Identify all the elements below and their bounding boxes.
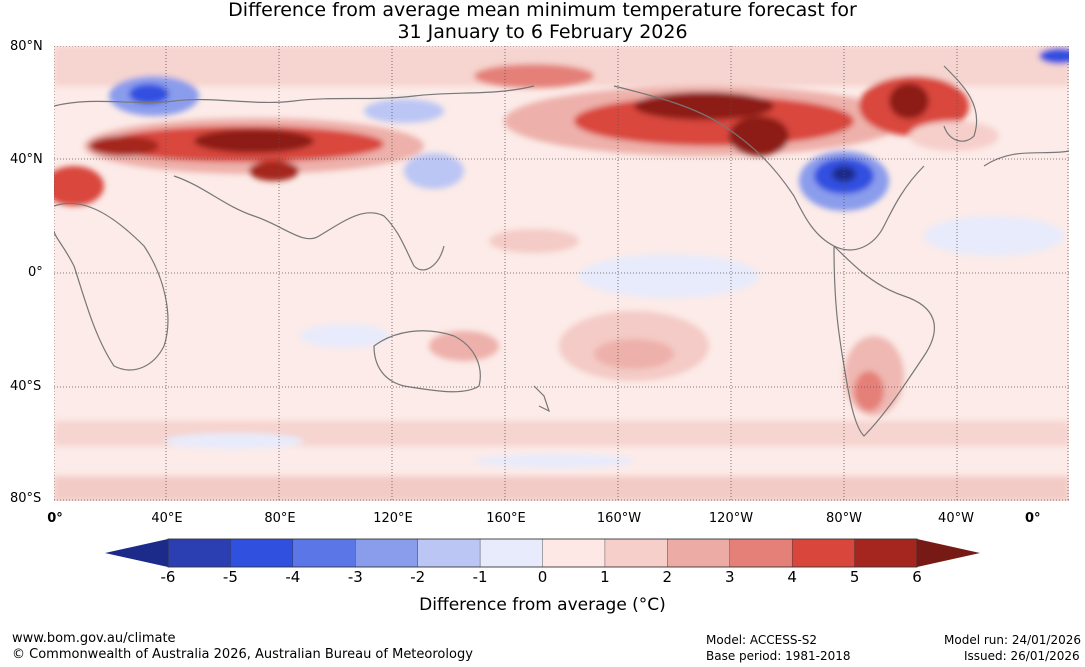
colorbar-cell — [479, 538, 543, 568]
anomaly-cool-core — [1039, 48, 1069, 64]
anomaly-cool-patch — [164, 433, 304, 449]
lon-label-0-west: 0° — [47, 511, 63, 526]
south-america-coast — [833, 245, 935, 437]
anomaly-warm-core — [889, 83, 929, 119]
colorbar-cell — [604, 538, 668, 568]
lon-label-40e: 40°E — [151, 511, 183, 526]
anomaly-warm-patch — [854, 371, 884, 411]
colorbar-cell — [167, 538, 231, 568]
colorbar-tick-label: 3 — [725, 568, 735, 586]
anomaly-band-far-south — [54, 476, 1069, 501]
colorbar-arrow-low — [105, 539, 168, 567]
colorbar-cell — [355, 538, 419, 568]
asia-coast — [173, 175, 445, 271]
colorbar-cells — [167, 538, 918, 568]
lat-label-0: 0° — [28, 265, 43, 280]
anomaly-cool-core — [129, 84, 169, 104]
anomaly-regions — [54, 46, 1069, 501]
colorbar-arrow-high — [917, 539, 980, 567]
footer-website: www.bom.gov.au/climate — [12, 631, 176, 646]
graticule — [54, 46, 1069, 501]
lon-label-40w: 40°W — [938, 511, 974, 526]
lon-label-120w: 120°W — [708, 511, 754, 526]
anomaly-warm-core — [634, 92, 774, 120]
colorbar-tick-label: -2 — [410, 568, 426, 586]
colorbar-tick-label: 4 — [787, 568, 797, 586]
colorbar-cell — [729, 538, 793, 568]
anomaly-cool-patch — [364, 99, 444, 123]
colorbar-cell — [667, 538, 731, 568]
anomaly-warm-patch — [489, 229, 579, 253]
colorbar-label: Difference from average (°C) — [419, 595, 666, 615]
anomaly-warm-core — [194, 129, 314, 153]
anomaly-cool-patch — [299, 324, 389, 348]
anomaly-warm-core — [89, 136, 159, 156]
lat-label-80n: 80°N — [10, 39, 43, 54]
coastlines — [54, 65, 1069, 437]
colorbar-tick-label: 1 — [600, 568, 610, 586]
lat-label-40n: 40°N — [10, 152, 43, 167]
greenland-coast — [943, 65, 978, 142]
anomaly-warm-patch — [474, 64, 594, 88]
colorbar-cell — [854, 538, 918, 568]
colorbar-frame — [167, 538, 918, 568]
arctic-coast — [54, 85, 535, 107]
lon-label-80e: 80°E — [264, 511, 296, 526]
anomaly-cool-patch — [474, 454, 634, 468]
footer-model-run: Model run: 24/01/2026 — [944, 633, 1082, 647]
lon-label-80w: 80°W — [826, 511, 862, 526]
footer-model: Model: ACCESS-S2 — [706, 633, 818, 647]
anomaly-warm-patch — [429, 331, 499, 361]
lon-label-160w: 160°W — [596, 511, 642, 526]
footer-copyright: © Commonwealth of Australia 2026, Austra… — [12, 647, 473, 662]
footer-base-period: Base period: 1981-2018 — [706, 649, 851, 663]
footer-issued: Issued: 26/01/2026 — [964, 649, 1080, 663]
colorbar-tick-label: 5 — [849, 568, 860, 586]
colorbar — [105, 538, 980, 568]
lon-label-160e: 160°E — [486, 511, 526, 526]
colorbar-tick-label: -6 — [160, 568, 176, 586]
australia-coast — [373, 330, 481, 393]
africa-coast — [54, 202, 169, 371]
colorbar-tick-label: -1 — [472, 568, 488, 586]
map-title-line1: Difference from average mean minimum tem… — [228, 0, 857, 21]
new-zealand-coast — [533, 385, 551, 413]
map-title-line2: 31 January to 6 February 2026 — [397, 21, 688, 43]
colorbar-tick-label: 6 — [912, 568, 922, 586]
anomaly-cool-patch — [404, 153, 464, 189]
europe-coast — [983, 150, 1069, 167]
colorbar-tick-label: 2 — [662, 568, 673, 586]
north-america-coast — [613, 85, 925, 251]
colorbar-cell — [230, 538, 294, 568]
anomaly-cool-patch — [579, 254, 759, 298]
anomaly-warm-core — [249, 161, 299, 181]
anomaly-warm-patch — [594, 339, 674, 369]
colorbar-cell — [542, 538, 606, 568]
anomaly-cool-patch — [924, 216, 1064, 256]
anomaly-warm-patch — [54, 166, 104, 206]
lon-label-120e: 120°E — [373, 511, 413, 526]
lat-label-40s: 40°S — [10, 379, 42, 394]
lat-label-80s: 80°S — [10, 491, 42, 506]
anomaly-cool-core — [832, 166, 856, 182]
anomaly-warm-core — [729, 116, 789, 156]
anomaly-map — [54, 46, 1069, 501]
colorbar-cell — [791, 538, 856, 568]
colorbar-tick-label: -3 — [347, 568, 363, 586]
colorbar-tick-label: -4 — [285, 568, 301, 586]
colorbar-cell — [417, 538, 481, 568]
colorbar-cell — [292, 538, 356, 568]
anomaly-warm-patch — [909, 121, 999, 151]
colorbar-tick-label: 0 — [537, 568, 548, 586]
lon-label-0-east: 0° — [1025, 511, 1041, 526]
colorbar-tick-label: -5 — [222, 568, 238, 586]
